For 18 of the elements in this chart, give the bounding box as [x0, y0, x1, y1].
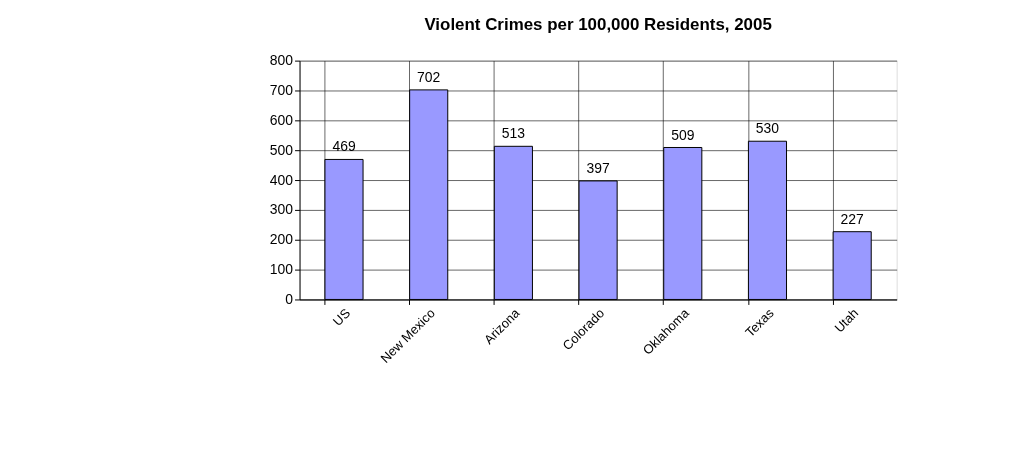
data-label: 397: [586, 159, 610, 176]
data-label: 513: [501, 125, 526, 142]
x-tick-label: US: [329, 305, 354, 329]
y-tick-label: 500: [269, 141, 294, 158]
data-label: 530: [755, 120, 780, 137]
chart-title: Violent Crimes per 100,000 Residents, 2005: [424, 14, 772, 34]
y-tick-label: 400: [269, 171, 294, 188]
y-tick-label: 800: [269, 52, 294, 69]
y-tick-label: 100: [269, 261, 294, 278]
y-tick-label: 600: [269, 111, 294, 128]
data-label: 509: [671, 126, 695, 143]
y-tick-label: 0: [285, 290, 294, 307]
data-label: 469: [332, 138, 356, 155]
data-label: 227: [840, 210, 865, 227]
y-tick-label: 200: [269, 231, 294, 248]
y-tick-label: 700: [269, 81, 294, 98]
data-label: 702: [417, 68, 441, 85]
y-tick-label: 300: [269, 201, 294, 218]
